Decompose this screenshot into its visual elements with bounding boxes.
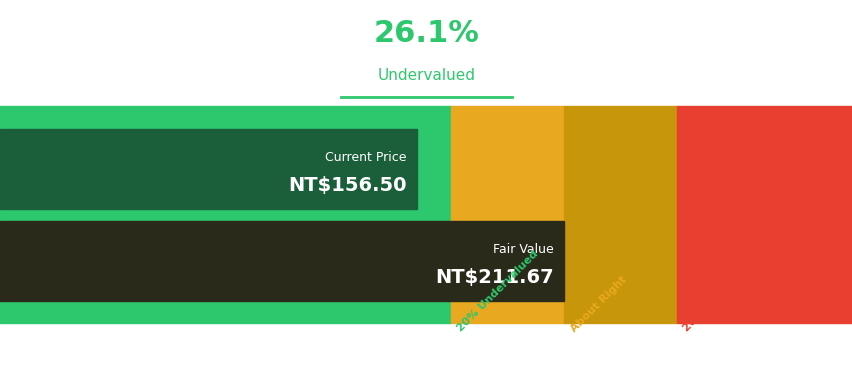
- Bar: [0, 128, 417, 209]
- Text: Undervalued: Undervalued: [377, 68, 475, 83]
- Bar: [0, 221, 563, 301]
- Bar: [0, 106, 451, 323]
- Bar: [451, 106, 563, 323]
- Text: Current Price: Current Price: [325, 151, 406, 164]
- Text: 26.1%: 26.1%: [373, 19, 479, 48]
- Text: NT$156.50: NT$156.50: [288, 176, 406, 195]
- Bar: [563, 106, 676, 323]
- Text: 20% Undervalued: 20% Undervalued: [455, 249, 540, 334]
- Text: Fair Value: Fair Value: [492, 243, 553, 256]
- Text: 20% Overvalued: 20% Overvalued: [681, 255, 759, 334]
- Text: NT$211.67: NT$211.67: [435, 268, 553, 287]
- Text: About Right: About Right: [567, 274, 627, 334]
- Bar: [676, 106, 852, 323]
